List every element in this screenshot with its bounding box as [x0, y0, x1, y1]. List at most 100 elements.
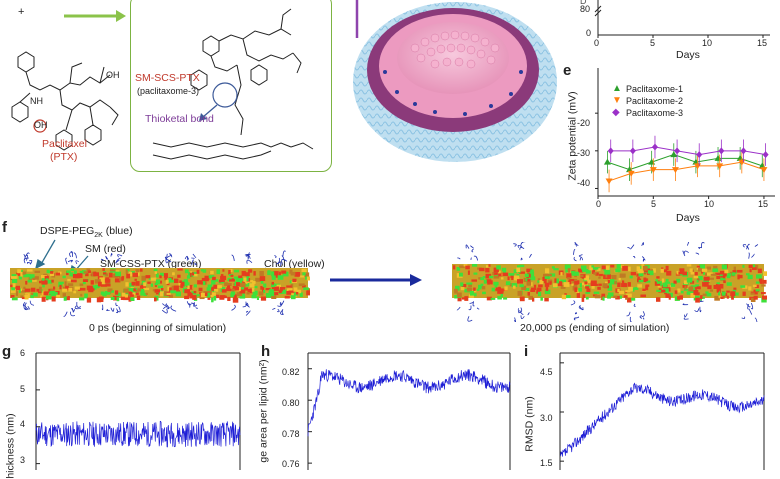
lipid-particle: [63, 276, 66, 279]
peg-segment: [466, 245, 469, 249]
lipid-particle: [619, 278, 621, 281]
lipid-particle: [174, 286, 179, 291]
lipid-particle: [637, 277, 639, 279]
panel-i-chart: [520, 345, 780, 470]
lipid-particle: [56, 295, 60, 298]
lipid-particle: [87, 298, 91, 303]
peg-segment: [277, 309, 279, 312]
lipid-particle: [547, 274, 552, 276]
lipid-particle: [717, 289, 720, 293]
lipid-particle: [491, 298, 496, 300]
lipid-particle: [581, 266, 587, 270]
lipid-particle: [756, 282, 760, 284]
lipid-particle: [87, 286, 90, 291]
lipid-particle: [703, 272, 705, 274]
lipid-particle: [42, 278, 45, 281]
lipid-particle: [643, 266, 648, 271]
panel-e-xtick-15: 15: [758, 199, 768, 209]
lipid-particle: [760, 282, 762, 284]
peg-segment: [574, 318, 576, 320]
lipid-particle: [172, 272, 175, 275]
lipid-particle: [546, 287, 549, 291]
lipid-particle: [617, 283, 620, 288]
lipid-particle: [756, 289, 760, 291]
panel-d-y80: 80: [580, 4, 590, 14]
lipid-particle: [187, 275, 190, 279]
lipid-particle: [750, 269, 752, 273]
lipid-particle: [761, 292, 766, 294]
lipid-particle: [598, 284, 602, 286]
lipid-particle: [197, 294, 200, 296]
peg-segment: [77, 302, 81, 307]
lipid-particle: [615, 269, 620, 273]
lipid-particle: [549, 281, 551, 285]
lipid-particle: [697, 280, 699, 283]
lipid-particle: [306, 291, 310, 296]
lipid-particle: [240, 283, 246, 287]
peg-segment: [185, 256, 187, 260]
lipid-particle: [707, 267, 711, 270]
thioketal-label: Thioketal bond: [145, 113, 214, 125]
lipid-particle: [151, 278, 157, 281]
plus-sign: +: [18, 6, 24, 18]
lipid-particle: [259, 271, 264, 276]
lipid-particle: [534, 285, 536, 288]
lipid-particle: [115, 290, 118, 294]
lipid-particle: [12, 279, 17, 283]
lipid-particle: [624, 295, 628, 298]
peg-segment: [162, 304, 166, 306]
lipid-particle: [761, 284, 765, 286]
lipid-particle: [730, 291, 735, 296]
lipid-particle: [146, 293, 148, 295]
lipid-particle: [297, 272, 301, 277]
lipid-particle: [32, 278, 35, 280]
lipid-particle: [106, 292, 110, 295]
diamond-icon: ◆: [612, 107, 620, 118]
lipid-particle: [197, 280, 202, 284]
lipid-particle: [699, 286, 701, 289]
paclitaxel-name: Paclitaxel: [42, 138, 87, 150]
lipid-particle: [666, 266, 669, 270]
peg-segment: [520, 247, 524, 249]
lipid-particle: [263, 284, 266, 288]
lipid-particle: [190, 285, 193, 290]
lipid-particle: [126, 274, 130, 279]
membrane-final: [452, 242, 767, 322]
lipid-particle: [520, 297, 523, 300]
peg-segment: [247, 260, 252, 264]
lipid-particle: [753, 264, 755, 267]
lipid-particle: [306, 272, 309, 276]
lipid-particle: [278, 275, 284, 280]
peg-segment: [70, 253, 73, 257]
lipid-particle: [12, 298, 18, 301]
lipid-particle: [123, 289, 128, 294]
legend-label-3: Paclitaxome-3: [626, 108, 683, 118]
lipid-particle: [739, 275, 742, 278]
lipid-particle: [53, 287, 55, 290]
lipid-particle: [133, 288, 136, 291]
peg-segment: [232, 305, 236, 311]
lipid-particle: [722, 292, 726, 296]
lipid-particle: [763, 271, 767, 276]
paclitaxel-abbrev: (PTX): [50, 151, 77, 163]
lipid-particle: [720, 297, 723, 299]
lipid-particle: [595, 295, 600, 299]
lipid-particle: [695, 272, 698, 276]
lipid-particle: [691, 272, 695, 275]
lipid-particle: [503, 297, 507, 299]
lipid-particle: [88, 270, 91, 273]
lipid-particle: [604, 270, 610, 274]
lipid-particle: [202, 278, 205, 281]
lipid-particle: [272, 276, 276, 280]
lipid-particle: [622, 266, 628, 271]
lipid-particle: [130, 292, 132, 295]
peg-segment: [471, 258, 472, 260]
lipid-particle: [194, 284, 197, 287]
data-point: [696, 151, 702, 158]
nh-label: NH: [30, 96, 43, 106]
lipid-particle: [222, 289, 227, 292]
lipid-particle: [132, 282, 136, 286]
lipid-particle: [501, 277, 504, 279]
panel-h-ylabel: ge area per lipid (nm²): [258, 359, 270, 462]
lipid-particle: [502, 273, 508, 277]
